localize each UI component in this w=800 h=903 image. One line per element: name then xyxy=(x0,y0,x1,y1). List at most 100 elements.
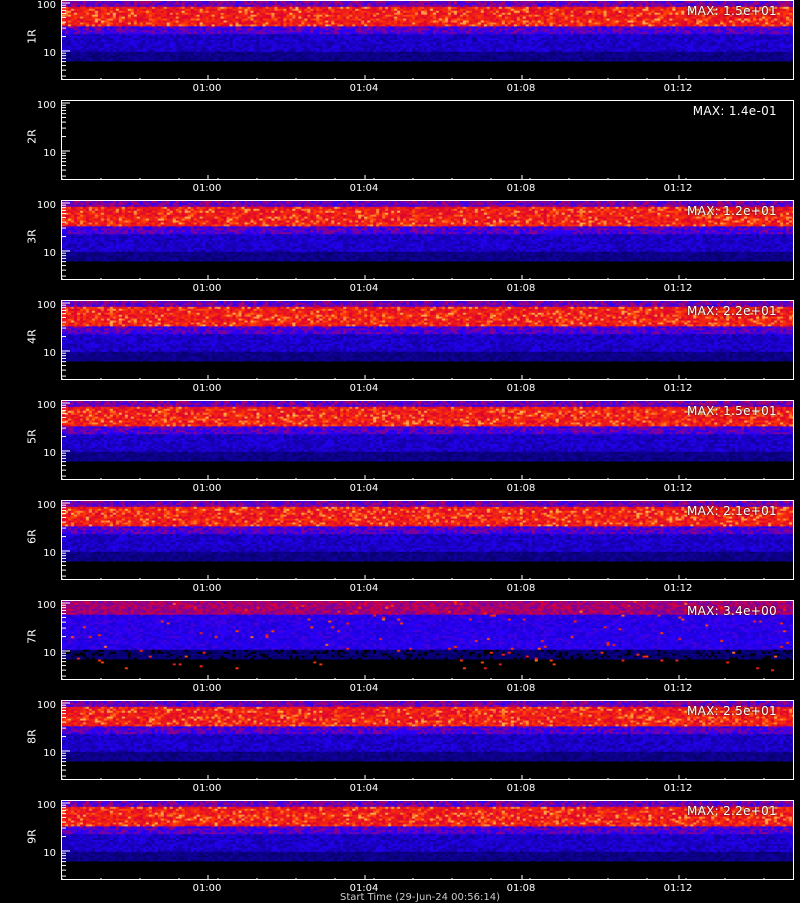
x-tick-label: 01:12 xyxy=(663,683,693,694)
spectrogram-plot: MAX: 3.4e+00 xyxy=(61,600,794,680)
panel-name-label: 4R xyxy=(25,329,39,344)
panel-4r: 4R 100 10 MAX: 2.2e+01 01:00 01:04 01:08 01:12 xyxy=(0,300,800,400)
max-value-label: MAX: 2.2e+01 xyxy=(686,304,777,318)
x-tick-label: 01:04 xyxy=(349,483,379,494)
spectrogram-plot: MAX: 2.2e+01 xyxy=(61,800,794,880)
x-tick-label: 01:08 xyxy=(506,683,536,694)
spectrogram-plot: MAX: 2.1e+01 xyxy=(61,500,794,580)
axis-ticks xyxy=(62,302,765,379)
spectrogram-plot: MAX: 1.2e+01 xyxy=(61,200,794,280)
x-tick-label: 01:00 xyxy=(192,683,222,694)
axis-ticks xyxy=(62,202,765,279)
x-tick-label: 01:12 xyxy=(663,383,693,394)
axis-ticks xyxy=(62,602,765,679)
spectrogram-plot: MAX: 1.5e+01 xyxy=(61,400,794,480)
panel-3r: 3R 100 10 MAX: 1.2e+01 01:00 01:04 01:08 01:12 xyxy=(0,200,800,300)
max-value-label: MAX: 1.5e+01 xyxy=(686,404,777,418)
x-tick-label: 01:00 xyxy=(192,483,222,494)
max-value-label: MAX: 3.4e+00 xyxy=(686,604,777,618)
panel-name-label: 7R xyxy=(25,629,39,644)
spectrogram-plot: MAX: 1.4e-01 xyxy=(61,100,794,180)
x-tick-label: 01:04 xyxy=(349,83,379,94)
x-tick-label: 01:12 xyxy=(663,283,693,294)
y-tick-label: 100 xyxy=(36,400,56,411)
x-tick-label: 01:04 xyxy=(349,283,379,294)
panel-7r: 7R 100 10 MAX: 3.4e+00 01:00 01:04 01:08 01:12 xyxy=(0,600,800,700)
x-tick-label: 01:08 xyxy=(506,383,536,394)
spectrogram-heatmap xyxy=(62,401,793,479)
x-tick-label: 01:12 xyxy=(663,483,693,494)
spectrogram-plot: MAX: 1.5e+01 xyxy=(61,0,794,80)
max-value-label: MAX: 2.2e+01 xyxy=(686,804,777,818)
panel-name-label: 9R xyxy=(25,829,39,844)
y-tick-label: 100 xyxy=(36,0,56,11)
panel-name-label: 5R xyxy=(25,429,39,444)
max-value-label: MAX: 2.5e+01 xyxy=(686,704,777,718)
axis-ticks xyxy=(62,502,765,579)
x-tick-label: 01:00 xyxy=(192,583,222,594)
spectrogram-heatmap xyxy=(62,301,793,379)
spectrogram-heatmap xyxy=(62,1,793,79)
x-tick-label: 01:12 xyxy=(663,183,693,194)
spectrogram-plot: MAX: 2.5e+01 xyxy=(61,700,794,780)
y-tick-label: 10 xyxy=(43,348,56,359)
x-tick-label: 01:08 xyxy=(506,83,536,94)
spectrogram-heatmap xyxy=(62,501,793,579)
panel-name-label: 8R xyxy=(25,729,39,744)
y-tick-label: 100 xyxy=(36,500,56,511)
y-tick-label: 100 xyxy=(36,600,56,611)
y-tick-label: 10 xyxy=(43,448,56,459)
x-tick-label: 01:04 xyxy=(349,383,379,394)
axis-ticks xyxy=(62,402,765,479)
spectrogram-heatmap xyxy=(62,801,793,879)
y-tick-label: 10 xyxy=(43,48,56,59)
y-tick-label: 100 xyxy=(36,200,56,211)
x-axis-title: Start Time (29-Jun-24 00:56:14) xyxy=(340,892,500,903)
panel-8r: 8R 100 10 MAX: 2.5e+01 01:00 01:04 01:08 01:12 xyxy=(0,700,800,800)
spectrogram-heatmap xyxy=(62,101,793,179)
panel-name-label: 6R xyxy=(25,529,39,544)
panel-name-label: 1R xyxy=(25,29,39,44)
panel-6r: 6R 100 10 MAX: 2.1e+01 01:00 01:04 01:08 01:12 xyxy=(0,500,800,600)
x-tick-label: 01:12 xyxy=(663,883,693,894)
spectrogram-heatmap xyxy=(62,701,793,779)
spectrogram-heatmap xyxy=(62,201,793,279)
y-tick-label: 100 xyxy=(36,700,56,711)
y-tick-label: 10 xyxy=(43,748,56,759)
y-tick-label: 10 xyxy=(43,548,56,559)
axis-ticks xyxy=(62,702,765,779)
x-tick-label: 01:04 xyxy=(349,683,379,694)
panel-name-label: 2R xyxy=(25,129,39,144)
panel-9r: 9R 100 10 MAX: 2.2e+01 01:00 01:04 01:08 01:12 xyxy=(0,800,800,900)
max-value-label: MAX: 1.2e+01 xyxy=(686,204,777,218)
panel-1r: 1R 100 10 MAX: 1.5e+01 01:00 01:04 01:08 01:12 xyxy=(0,0,800,100)
axis-ticks xyxy=(62,102,765,179)
y-tick-label: 10 xyxy=(43,848,56,859)
max-value-label: MAX: 2.1e+01 xyxy=(686,504,777,518)
x-tick-label: 01:00 xyxy=(192,383,222,394)
y-tick-label: 10 xyxy=(43,148,56,159)
x-tick-label: 01:08 xyxy=(506,583,536,594)
x-tick-label: 01:04 xyxy=(349,883,379,894)
x-tick-label: 01:08 xyxy=(506,183,536,194)
x-tick-label: 01:00 xyxy=(192,283,222,294)
max-value-label: MAX: 1.5e+01 xyxy=(686,4,777,18)
x-tick-label: 01:00 xyxy=(192,783,222,794)
spectrogram-heatmap xyxy=(62,601,793,679)
x-tick-label: 01:04 xyxy=(349,783,379,794)
panel-name-label: 3R xyxy=(25,229,39,244)
x-tick-label: 01:08 xyxy=(506,783,536,794)
panel-2r: 2R 100 10 MAX: 1.4e-01 01:00 01:04 01:08 01:12 xyxy=(0,100,800,200)
x-tick-label: 01:08 xyxy=(506,283,536,294)
x-tick-label: 01:08 xyxy=(506,883,536,894)
x-tick-label: 01:12 xyxy=(663,83,693,94)
y-tick-label: 100 xyxy=(36,100,56,111)
x-tick-label: 01:00 xyxy=(192,183,222,194)
y-tick-label: 10 xyxy=(43,248,56,259)
x-tick-label: 01:00 xyxy=(192,883,222,894)
x-tick-label: 01:12 xyxy=(663,783,693,794)
x-tick-label: 01:12 xyxy=(663,583,693,594)
axis-ticks xyxy=(62,2,765,79)
y-tick-label: 100 xyxy=(36,800,56,811)
